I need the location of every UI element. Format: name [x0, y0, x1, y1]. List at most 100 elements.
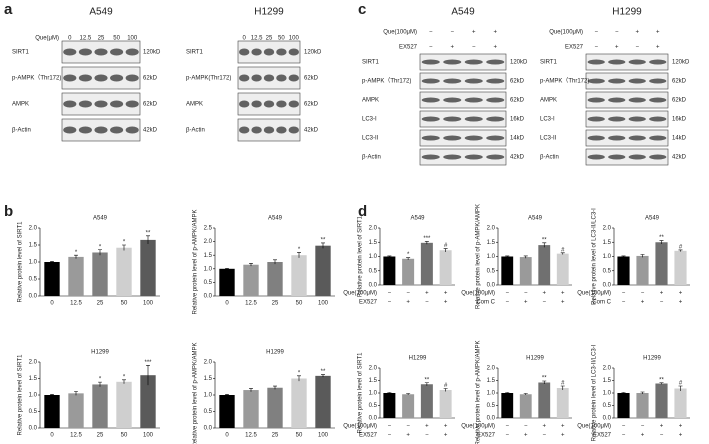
bar	[383, 393, 396, 418]
band	[649, 154, 667, 160]
treatment-label: EX527	[477, 433, 496, 439]
y-tick-label: 1.5	[603, 240, 612, 246]
blot-box	[585, 129, 669, 147]
treatment-mark: −	[388, 424, 392, 430]
band-label: SIRT1	[362, 60, 380, 66]
lane-label: +	[656, 30, 660, 36]
treatment-mark: −	[388, 300, 392, 306]
bar	[617, 256, 630, 285]
size-label: 120kD	[143, 50, 161, 56]
band	[63, 48, 77, 56]
y-tick-label: 0.5	[487, 403, 496, 409]
band	[125, 100, 139, 108]
bar	[439, 390, 452, 418]
y-tick-label: 2.0	[487, 226, 496, 232]
lane-label: −	[615, 30, 619, 36]
significance: **	[321, 238, 326, 244]
treatment-mark: −	[641, 291, 645, 297]
x-tick-label: 12.5	[70, 433, 82, 439]
band-label: p-AMPK（Thr172)	[12, 75, 61, 82]
significance: #	[679, 245, 683, 251]
chart-title: A549	[645, 216, 660, 222]
error-bar	[50, 261, 54, 263]
chart-title: A549	[528, 216, 543, 222]
band-label: LC3-II	[540, 136, 557, 142]
band	[649, 97, 667, 103]
error-bar	[122, 244, 126, 251]
error-bar	[659, 240, 664, 244]
band	[464, 59, 483, 65]
treatment-mark: −	[505, 300, 509, 306]
band	[608, 59, 626, 65]
x-tick-label: 100	[318, 301, 329, 307]
treatment-mark: −	[425, 433, 429, 439]
significance: #	[444, 383, 448, 389]
x-tick-label: 25	[272, 433, 279, 439]
band	[63, 126, 77, 134]
treatment-label: Que(100μM)	[343, 424, 377, 430]
error-bar	[146, 365, 150, 386]
significance: #	[561, 381, 565, 387]
bar	[519, 257, 532, 285]
band	[288, 126, 300, 134]
band-label: LC3-II	[362, 136, 379, 142]
blot-box	[585, 72, 669, 90]
y-tick-label: 0.0	[204, 294, 213, 300]
band	[608, 116, 626, 122]
bar	[655, 383, 668, 418]
bar	[291, 255, 307, 296]
bar	[315, 245, 331, 296]
band	[443, 78, 462, 84]
error-bar	[424, 241, 429, 245]
band	[628, 135, 646, 141]
y-axis-label: Relative protein level of SIRT1	[18, 354, 24, 436]
band	[443, 154, 462, 160]
treatment-label: EX527	[359, 433, 378, 439]
band	[443, 116, 462, 122]
band	[443, 97, 462, 103]
y-axis-label: Relative protein level of p-AMPK/AMPK	[476, 204, 482, 309]
y-tick-label: 0.5	[204, 280, 213, 286]
size-label: 120kD	[510, 60, 528, 66]
treatment-mark: −	[388, 433, 392, 439]
significance: **	[146, 230, 151, 236]
band-label: SIRT1	[540, 60, 558, 66]
band-label: β-Actin	[362, 155, 381, 161]
y-tick-label: 0.0	[603, 416, 612, 422]
y-tick-label: 2.0	[204, 239, 213, 245]
treatment-label: Que(100μM)	[461, 291, 495, 297]
band-label: β-Actin	[540, 155, 559, 161]
error-bar	[321, 242, 325, 249]
lane-label: 0	[243, 36, 247, 42]
band	[608, 97, 626, 103]
chart-title: H1299	[91, 350, 109, 356]
blot-box	[585, 148, 669, 166]
y-tick-label: 2.0	[369, 366, 378, 372]
error-bar	[505, 392, 510, 394]
significance: #	[679, 381, 683, 387]
bar	[243, 390, 259, 428]
y-tick-label: 1.5	[369, 240, 378, 246]
error-bar	[321, 374, 325, 378]
error-bar	[621, 392, 626, 394]
band	[421, 78, 440, 84]
bar	[636, 255, 649, 285]
lane-label: −	[472, 45, 476, 51]
x-tick-label: 50	[121, 301, 128, 307]
error-bar	[406, 393, 411, 395]
band	[276, 126, 287, 134]
treatment-mark: −	[524, 291, 528, 297]
chart-title: A549	[268, 216, 283, 222]
band	[649, 78, 667, 84]
x-tick-label: 0	[50, 301, 54, 307]
y-axis-label: Relative protein level of LC3-II/LC3-I	[592, 344, 598, 441]
lane-label: −	[450, 30, 454, 36]
x-tick-label: 0	[50, 433, 54, 439]
error-bar	[249, 263, 253, 267]
treatment-mark: +	[542, 424, 546, 430]
band-label: β-Actin	[186, 128, 205, 134]
bar	[267, 262, 283, 296]
bar	[655, 242, 668, 285]
lane-label: +	[656, 45, 660, 51]
